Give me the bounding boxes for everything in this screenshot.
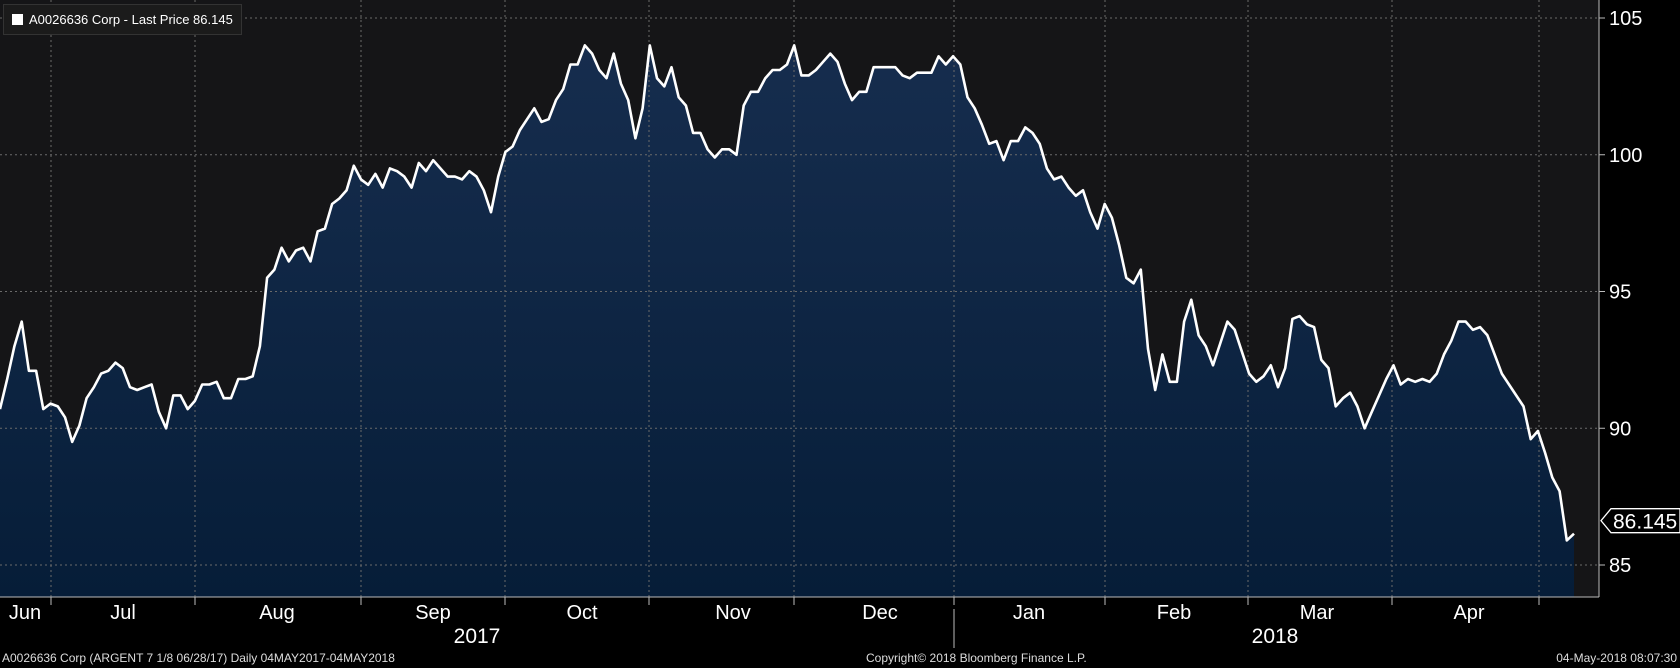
price-line bbox=[0, 44, 1575, 542]
x-month-label: Jul bbox=[110, 602, 136, 624]
legend-label: A0026636 Corp - Last Price 86.145 bbox=[29, 12, 233, 27]
x-month-label: Aug bbox=[259, 602, 295, 624]
legend: A0026636 Corp - Last Price 86.145 bbox=[3, 4, 242, 35]
footer-security-info: A0026636 Corp (ARGENT 7 1/8 06/28/17) Da… bbox=[2, 651, 395, 665]
area-layer bbox=[0, 45, 1574, 597]
legend-swatch bbox=[12, 14, 23, 25]
x-month-label: Feb bbox=[1157, 602, 1191, 624]
y-tick-label: 85 bbox=[1609, 555, 1631, 577]
x-month-label: Jan bbox=[1013, 602, 1045, 624]
x-month-label: Apr bbox=[1453, 602, 1484, 624]
last-value-box bbox=[1600, 508, 1680, 534]
x-month-label: Mar bbox=[1300, 602, 1335, 624]
last-value-label: 86.145 bbox=[1613, 511, 1677, 534]
x-month-label: Dec bbox=[862, 602, 898, 624]
line-layer bbox=[0, 44, 1575, 542]
y-tick-label: 100 bbox=[1609, 145, 1642, 167]
x-month-label: Nov bbox=[715, 602, 751, 624]
last-value-marker: 86.145 bbox=[1600, 508, 1680, 534]
footer-timestamp: 04-May-2018 08:07:30 bbox=[1556, 651, 1677, 665]
x-year-label: 2017 bbox=[454, 625, 501, 648]
y-tick-label: 95 bbox=[1609, 282, 1631, 304]
area-fill bbox=[0, 45, 1574, 597]
x-month-label: Oct bbox=[566, 602, 598, 624]
y-tick-label: 90 bbox=[1609, 418, 1631, 440]
axis-layer: 105 100 95 90 85 86.145 Jun Jul Aug Sep Oct Nov Dec J… bbox=[0, 0, 1680, 648]
y-tick-label: 105 bbox=[1609, 8, 1642, 30]
x-month-label: Jun bbox=[9, 602, 41, 624]
x-month-label: Sep bbox=[415, 602, 451, 624]
footer-copyright: Copyright© 2018 Bloomberg Finance L.P. bbox=[866, 651, 1087, 665]
x-year-label: 2018 bbox=[1252, 625, 1299, 648]
